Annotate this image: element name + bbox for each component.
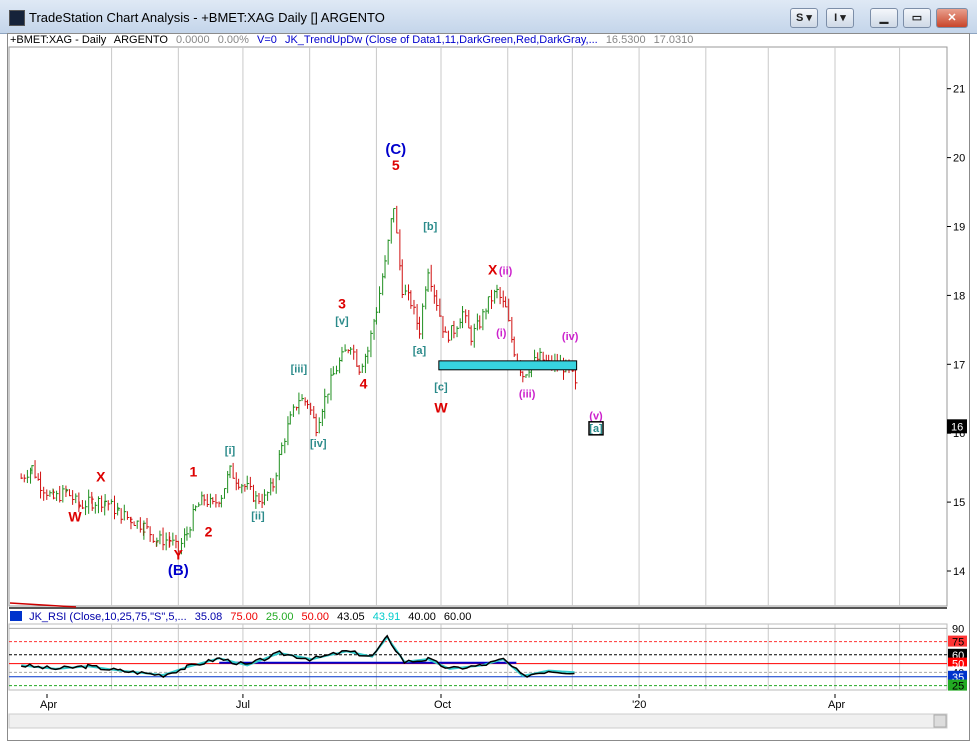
rsi-panel-border (8, 623, 948, 691)
rsi-tick-label: 25 (952, 681, 964, 693)
wave-label: W (68, 508, 82, 524)
price-panel-border (8, 46, 948, 607)
y-tick-label: 19 (953, 222, 965, 234)
chart-window (7, 33, 970, 741)
x-tick-label: '20 (632, 699, 646, 711)
wave-label: 2 (205, 524, 213, 540)
rsi-tick-bg (948, 648, 967, 660)
y-tick-label: 17 (953, 359, 965, 371)
x-tick-label: Oct (434, 699, 451, 711)
wave-label: [i] (225, 445, 236, 457)
wave-label: (v) (589, 410, 603, 422)
last-price-label: 16 (951, 421, 963, 433)
rsi-tick-bg (948, 622, 967, 634)
y-tick-label: 20 (953, 153, 965, 165)
wave-label: X (96, 468, 106, 484)
rsi-oversold: 25.00 (265, 611, 294, 623)
rsi-value-2: 43.05 (337, 611, 365, 623)
wave-label-box (588, 421, 604, 436)
scrollbar-thumb[interactable] (933, 714, 947, 728)
trend-study-label: JK_TrendUpDw (Close of Data1,11,DarkGree… (284, 34, 598, 46)
rsi-tick-bg (948, 635, 967, 647)
rsi-tick-bg (948, 670, 967, 682)
wave-label: [a] (589, 423, 603, 435)
last-price-marker (947, 419, 967, 434)
y-tick-label: 21 (953, 84, 965, 96)
wave-label: [a] (413, 345, 427, 357)
y-tick-label: 18 (953, 290, 965, 302)
wave-label: (ii) (499, 266, 513, 278)
rsi-tick-bg (948, 679, 967, 691)
symbol-label: +BMET:XAG - Daily (10, 34, 107, 46)
x-tick-label: Apr (828, 699, 845, 711)
wave-label: [iv] (310, 438, 327, 450)
x-tick-label: Jul (236, 699, 250, 711)
wave-label: [iii] (291, 364, 308, 376)
horizontal-scrollbar[interactable] (8, 713, 948, 729)
wave-label: 1 (190, 464, 198, 480)
maximize-button[interactable]: ▭ (903, 8, 931, 28)
wave-label: (i) (496, 328, 507, 340)
wave-label: Y (174, 546, 184, 562)
price-info-bar: +BMET:XAG - Daily ARGENTO 0.0000 0.00% V… (10, 34, 698, 46)
trend-indicator-line (9, 602, 77, 608)
rsi-tick-label: 75 (952, 637, 964, 649)
wave-label: 5 (392, 157, 400, 173)
pct-change-value: 0.00% (217, 34, 249, 46)
tradestation-app-icon (9, 10, 25, 26)
wave-label: [c] (434, 381, 448, 393)
wave-label: W (434, 400, 448, 416)
wave-label: [v] (335, 315, 349, 327)
wave-label: 4 (360, 375, 368, 391)
wave-label: (iii) (519, 388, 536, 400)
wave-label: (C) (385, 141, 406, 158)
rsi-value-3: 43.91 (372, 611, 401, 623)
insert-menu-button[interactable]: I ▾ (826, 8, 854, 28)
rsi-tick-bg (948, 657, 967, 669)
wave-label: 3 (338, 295, 346, 311)
study-value-1: 16.5300 (605, 34, 646, 46)
study-value-2: 17.0310 (653, 34, 694, 46)
style-menu-button[interactable]: S ▾ (790, 8, 818, 28)
y-tick-label: 15 (953, 497, 965, 509)
minimize-button[interactable]: ▁ (870, 8, 898, 28)
y-tick-label: 14 (953, 566, 965, 578)
close-button[interactable]: ✕ (936, 8, 968, 28)
change-value: 0.0000 (176, 34, 210, 46)
wave-label: [ii] (251, 510, 265, 522)
rsi-study-label: JK_RSI (Close,10,25,75,"S",5,... (29, 611, 187, 623)
window-titlebar: TradeStation Chart Analysis - +BMET:XAG … (0, 0, 977, 34)
window-title: TradeStation Chart Analysis - +BMET:XAG … (29, 10, 385, 25)
rsi-overbought: 75.00 (230, 611, 258, 623)
rsi-study-icon (10, 611, 22, 621)
symbol-name: ARGENTO (113, 34, 168, 46)
rsi-value: 35.08 (194, 611, 223, 623)
wave-label: X (488, 262, 498, 278)
wave-label: (iv) (562, 331, 579, 343)
wave-label: (B) (168, 562, 189, 579)
rsi-level-60: 60.00 (443, 611, 472, 623)
rsi-info-bar: JK_RSI (Close,10,25,75,"S",5,... 35.08 7… (10, 611, 476, 623)
x-tick-label: Apr (40, 699, 57, 711)
rsi-level-40: 40.00 (408, 611, 436, 623)
support-zone-box (438, 360, 578, 371)
rsi-midline: 50.00 (301, 611, 330, 623)
rsi-tick-label: 90 (952, 623, 964, 635)
rsi-line (21, 634, 575, 679)
wave-label: [b] (423, 221, 437, 233)
volume-value: V=0 (256, 34, 277, 46)
